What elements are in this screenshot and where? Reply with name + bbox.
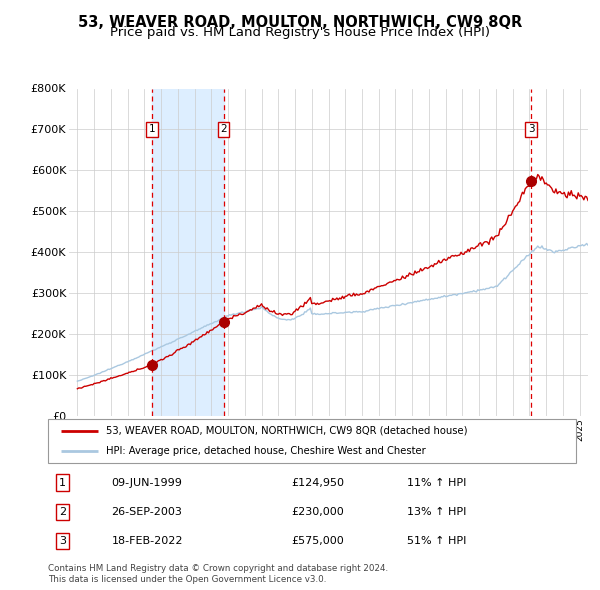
Text: 26-SEP-2003: 26-SEP-2003: [112, 507, 182, 517]
Text: 2: 2: [220, 124, 227, 135]
Text: Contains HM Land Registry data © Crown copyright and database right 2024.: Contains HM Land Registry data © Crown c…: [48, 564, 388, 573]
Text: 11% ↑ HPI: 11% ↑ HPI: [407, 477, 466, 487]
Text: £230,000: £230,000: [291, 507, 344, 517]
Text: This data is licensed under the Open Government Licence v3.0.: This data is licensed under the Open Gov…: [48, 575, 326, 584]
Bar: [152, 88, 224, 416]
Text: 2: 2: [59, 507, 67, 517]
Text: HPI: Average price, detached house, Cheshire West and Chester: HPI: Average price, detached house, Ches…: [106, 446, 426, 456]
Text: 3: 3: [59, 536, 66, 546]
Text: 1: 1: [148, 124, 155, 135]
Text: 53, WEAVER ROAD, MOULTON, NORTHWICH, CW9 8QR (detached house): 53, WEAVER ROAD, MOULTON, NORTHWICH, CW9…: [106, 426, 467, 436]
Text: 09-JUN-1999: 09-JUN-1999: [112, 477, 182, 487]
FancyBboxPatch shape: [48, 419, 576, 463]
Text: 18-FEB-2022: 18-FEB-2022: [112, 536, 183, 546]
Text: 51% ↑ HPI: 51% ↑ HPI: [407, 536, 466, 546]
Text: 1: 1: [59, 477, 66, 487]
Text: 13% ↑ HPI: 13% ↑ HPI: [407, 507, 466, 517]
Text: £575,000: £575,000: [291, 536, 344, 546]
Text: 3: 3: [528, 124, 535, 135]
Text: Price paid vs. HM Land Registry's House Price Index (HPI): Price paid vs. HM Land Registry's House …: [110, 26, 490, 39]
Text: £124,950: £124,950: [291, 477, 344, 487]
Text: 53, WEAVER ROAD, MOULTON, NORTHWICH, CW9 8QR: 53, WEAVER ROAD, MOULTON, NORTHWICH, CW9…: [78, 15, 522, 30]
